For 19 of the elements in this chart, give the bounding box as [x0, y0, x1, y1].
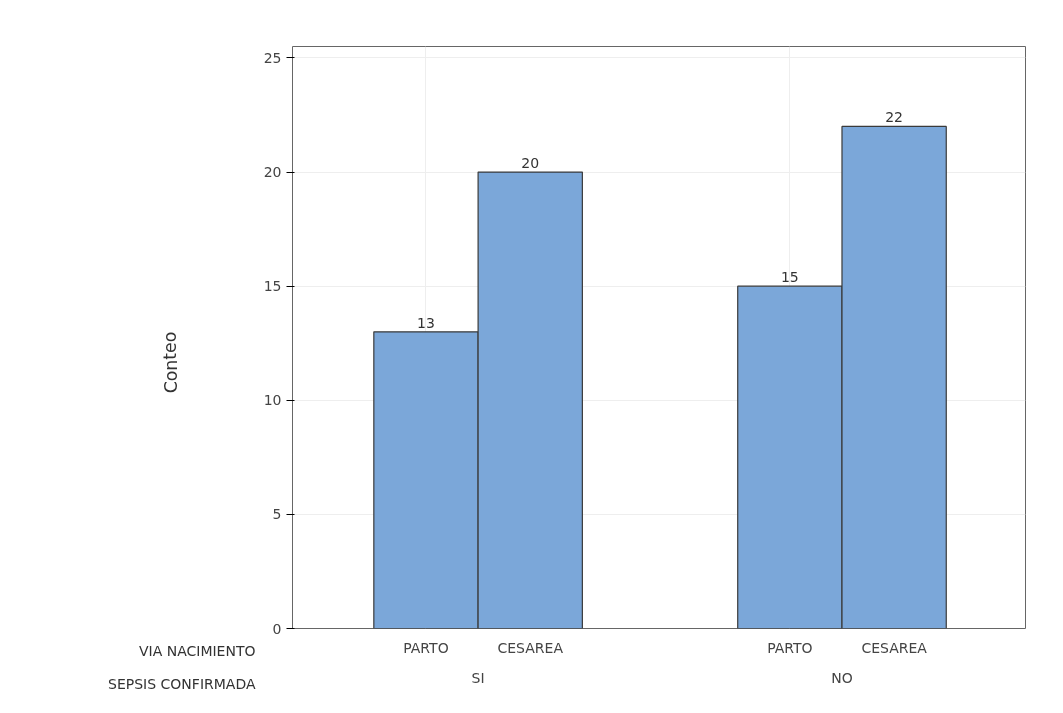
text: SEPSIS CONFIRMADA — [108, 675, 256, 692]
y-tick-label: 0 — [272, 620, 282, 637]
y-tick-label: 10 — [263, 392, 282, 409]
y-tick-label: 25 — [263, 49, 282, 66]
text: SI — [471, 669, 485, 686]
text: NO — [831, 669, 853, 686]
data-label: 20 — [521, 155, 540, 172]
data-label: 15 — [780, 269, 799, 286]
data-label: 13 — [417, 314, 435, 331]
text: VIA NACIMIENTO — [138, 642, 256, 659]
y-tick-label: 20 — [263, 164, 282, 181]
data-label: 22 — [885, 109, 904, 126]
x-tick-label: CESAREA — [861, 639, 928, 656]
x-tick-label: PARTO — [403, 639, 449, 656]
y-tick-label: 5 — [272, 506, 282, 523]
y-axis-title: Conteo — [160, 331, 181, 394]
y-tick-label: 15 — [263, 278, 282, 295]
x-tick-label: PARTO — [767, 639, 813, 656]
x-tick-label: CESAREA — [497, 639, 564, 656]
